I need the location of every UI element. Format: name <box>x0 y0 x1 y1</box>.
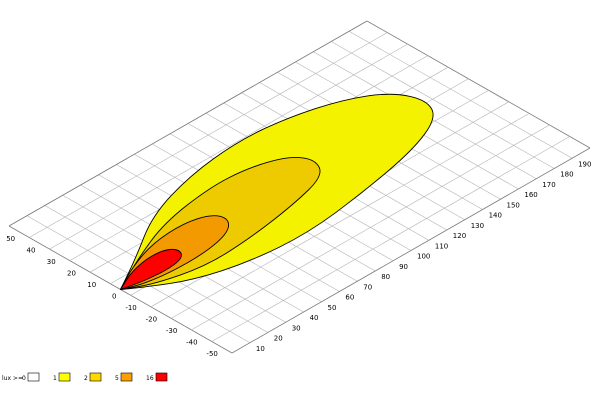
x-tick-label: 30 <box>292 324 301 332</box>
y-tick-label: 20 <box>67 269 76 277</box>
x-tick-label: 160 <box>524 191 537 199</box>
y-tick-label: -50 <box>206 350 217 358</box>
y-tick-label: -30 <box>166 327 177 335</box>
legend-swatch <box>155 372 168 382</box>
legend-label: 0 <box>22 375 26 382</box>
legend-label: 2 <box>84 375 88 382</box>
x-tick-label: 140 <box>489 212 502 220</box>
x-tick-label: 100 <box>417 253 430 261</box>
frame-edge <box>8 20 368 227</box>
y-tick-label: 0 <box>112 293 116 301</box>
x-tick-label: 130 <box>471 222 484 230</box>
x-tick-label: 110 <box>435 242 448 250</box>
x-tick-label: 180 <box>560 171 573 179</box>
x-tick-label: 190 <box>578 160 591 168</box>
grid-line-y <box>171 113 530 319</box>
x-tick-label: 120 <box>453 232 466 240</box>
grid-line-y <box>211 136 570 342</box>
x-tick-label: 60 <box>345 294 354 302</box>
x-tick-label: 20 <box>274 335 283 343</box>
grid-line-y <box>191 124 550 331</box>
contour-area-16 <box>120 248 182 290</box>
x-tick-label: 170 <box>542 181 555 189</box>
x-tick-label: 50 <box>328 304 337 312</box>
grid-line-x <box>348 30 573 159</box>
legend-label: 1 <box>53 375 57 382</box>
grid-line-y <box>29 32 388 238</box>
y-tick-label: -40 <box>186 339 197 347</box>
legend-title: lux >= <box>2 375 23 382</box>
x-tick-label: 150 <box>507 201 520 209</box>
x-tick-label: 10 <box>256 345 265 353</box>
grid-line-x <box>331 41 555 169</box>
x-tick-label: 90 <box>399 263 408 271</box>
axis-tick-labels: 1020304050607080901001101201301401501601… <box>6 160 591 358</box>
legend: lux >= 0 1 2 5 16 <box>2 372 168 382</box>
y-tick-label: 40 <box>26 246 35 254</box>
legend-swatch <box>58 372 71 382</box>
legend-label: 5 <box>115 375 119 382</box>
x-tick-label: 70 <box>363 283 372 291</box>
x-tick-label: 80 <box>381 273 390 281</box>
y-tick-label: 30 <box>47 258 56 266</box>
legend-swatch <box>27 372 40 382</box>
legend-swatch <box>89 372 102 382</box>
y-tick-label: -10 <box>125 304 136 312</box>
y-tick-label: -20 <box>146 316 157 324</box>
grid-line-y <box>49 43 408 250</box>
y-tick-label: 50 <box>6 235 15 243</box>
grid-line-x <box>366 20 591 149</box>
legend-label: 16 <box>146 375 154 382</box>
y-tick-label: 10 <box>87 281 96 289</box>
contour-areas <box>120 93 434 290</box>
x-tick-label: 40 <box>310 314 319 322</box>
legend-swatch <box>120 372 133 382</box>
grid-line-y <box>231 147 591 354</box>
